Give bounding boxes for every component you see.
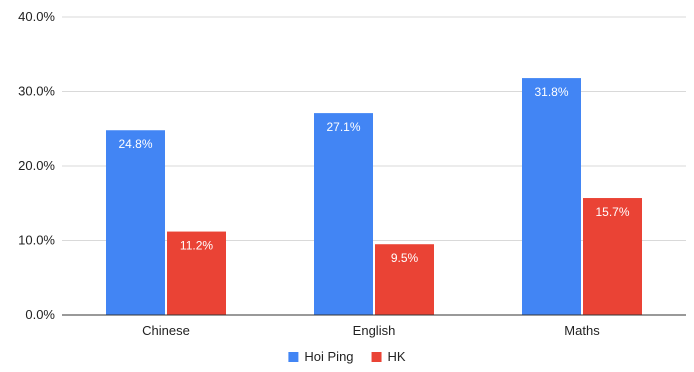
y-tick-label: 20.0% <box>18 158 55 173</box>
legend-swatch <box>288 352 299 362</box>
bar-hk-maths <box>583 198 642 315</box>
x-tick-label: Maths <box>564 323 600 338</box>
legend-item: Hoi Ping <box>288 349 354 364</box>
y-tick-label: 10.0% <box>18 233 55 248</box>
data-label: 9.5% <box>391 251 419 265</box>
y-axis-tick-labels: 0.0% 10.0% 20.0% 30.0% 40.0% <box>18 9 55 322</box>
y-tick-label: 40.0% <box>18 9 55 24</box>
legend-label: HK <box>388 349 406 364</box>
legend-label: Hoi Ping <box>304 349 353 364</box>
bar-hoi-ping-maths <box>522 78 581 315</box>
legend-swatch <box>371 352 382 362</box>
bars <box>106 78 642 315</box>
data-label: 11.2% <box>180 239 213 253</box>
y-tick-label: 30.0% <box>18 84 55 99</box>
data-labels: 24.8% 11.2% 27.1% 9.5% 31.8% 15.7% <box>118 85 629 265</box>
bar-hoi-ping-english <box>314 113 373 315</box>
data-label: 31.8% <box>534 85 568 99</box>
data-label: 24.8% <box>118 137 152 151</box>
gridlines <box>62 16 686 241</box>
x-tick-label: English <box>353 323 396 338</box>
y-tick-label: 0.0% <box>25 307 55 322</box>
bar-hk-english <box>375 244 434 315</box>
bar-hoi-ping-chinese <box>106 130 165 315</box>
bar-hk-chinese <box>167 231 226 315</box>
legend-item: HK <box>371 349 406 364</box>
x-tick-label: Chinese <box>142 323 190 338</box>
legend: Hoi Ping HK <box>288 349 406 364</box>
x-axis-category-labels: Chinese English Maths <box>142 323 600 338</box>
data-label: 27.1% <box>326 120 360 134</box>
data-label: 15.7% <box>595 205 629 219</box>
